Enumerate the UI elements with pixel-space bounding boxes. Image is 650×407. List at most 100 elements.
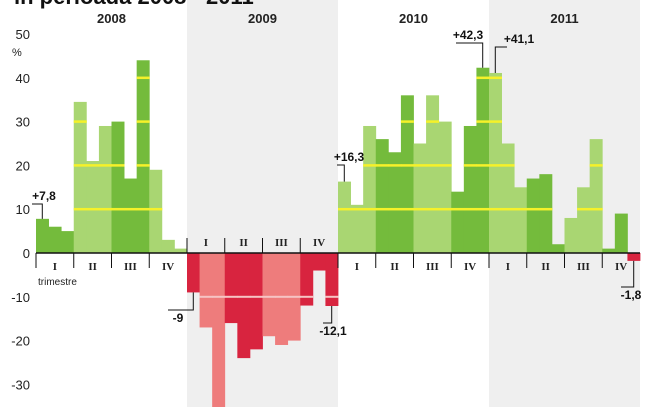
year-label: 2008 [97,11,126,26]
bar [463,125,477,253]
bar [174,248,188,253]
quarter-label: II [88,261,97,273]
bar [564,217,578,253]
bar [73,101,87,253]
y-axis-unit: % [12,47,22,59]
bar [98,125,112,253]
bar [124,178,138,253]
bar [614,213,628,253]
bar [275,253,289,345]
quarter-label: IV [615,261,627,273]
bar [36,218,49,253]
bar [338,181,351,253]
annotation-label: +16,3 [334,150,365,164]
bar [551,244,565,253]
annotation-leader [337,164,345,182]
trimester-label: trimestre [38,277,77,288]
y-tick-label: -10 [11,290,30,305]
bar [350,204,364,253]
bar [86,161,100,253]
quarter-label: I [506,261,510,273]
quarter-label: II [239,237,248,249]
bar [61,231,75,253]
quarter-label: II [390,261,399,273]
bar [589,139,603,253]
bar [199,253,213,328]
bars [36,60,641,407]
quarter-label: I [204,237,208,249]
quarter-labels: I II III IVI II III IVI II III IV I II III IV [35,237,627,273]
quarter-label: I [355,261,359,273]
bar [212,253,226,407]
bar [325,253,339,306]
bar [539,174,553,253]
bar [627,253,641,261]
annotation-leader [323,305,333,324]
bar [388,152,402,253]
bar [489,72,502,254]
y-tick-label: 50 [16,27,30,42]
quarter-label: III [577,261,590,273]
bar [526,178,540,253]
bar [111,121,125,253]
bar [224,253,238,324]
chart-title: în perioada 2008 - 2011 [13,0,254,9]
annotations: +7,8 -9 -12,1 +16,3 +42,3 +41,1 -1,8 [32,28,642,338]
quarter-label: III [124,261,137,273]
bar [262,253,276,337]
y-axis: 50 40 30 20 10 0 -10 -20 -30 [11,27,30,392]
annotation-leader [456,42,484,68]
y-tick-label: 10 [16,202,30,217]
annotation-label: +42,3 [453,28,484,42]
bar [249,253,263,350]
highlight-lines [73,76,603,298]
bar [375,139,389,253]
year-label: 2011 [550,11,578,26]
bar [438,121,452,253]
bar [136,60,150,253]
bar [476,67,490,253]
bar [300,253,314,306]
bar [602,248,616,253]
annotation-label: +41,1 [504,32,535,46]
annotation-leader [494,46,507,73]
bar [312,253,326,271]
quarter-label: III [426,261,439,273]
y-tick-label: -30 [11,377,30,392]
year-label: 2009 [248,11,277,26]
quarter-label: II [541,261,550,273]
annotation-leader [621,260,635,288]
bar [426,95,440,253]
annotation-leader [32,203,43,219]
quarter-label: IV [313,237,325,249]
bar [237,253,251,359]
y-tick-label: -20 [11,334,30,349]
bar [400,95,414,253]
bar [48,226,62,253]
quarter-label: IV [464,261,476,273]
y-tick-label: 0 [23,246,30,261]
quarter-label: I [53,261,57,273]
year-labels: 2008 2009 2010 2011 [97,11,579,26]
y-tick-label: 40 [16,71,30,86]
bar [451,191,465,253]
annotation-label: -9 [173,311,184,325]
annotation-leader [168,292,194,311]
annotation-label: +7,8 [32,189,56,203]
quarter-label: IV [162,261,174,273]
y-tick-label: 30 [16,115,30,130]
y-tick-label: 20 [16,158,30,173]
bar [413,143,427,253]
annotation-label: -12,1 [319,324,347,338]
bar [149,169,163,253]
bar [187,253,200,293]
quarter-label: III [275,237,288,249]
annotation-label: -1,8 [621,288,642,302]
bar [577,187,591,253]
bar [501,143,515,253]
year-label: 2010 [399,11,428,26]
bar [363,125,377,253]
bar [514,187,528,253]
bar [161,239,175,253]
